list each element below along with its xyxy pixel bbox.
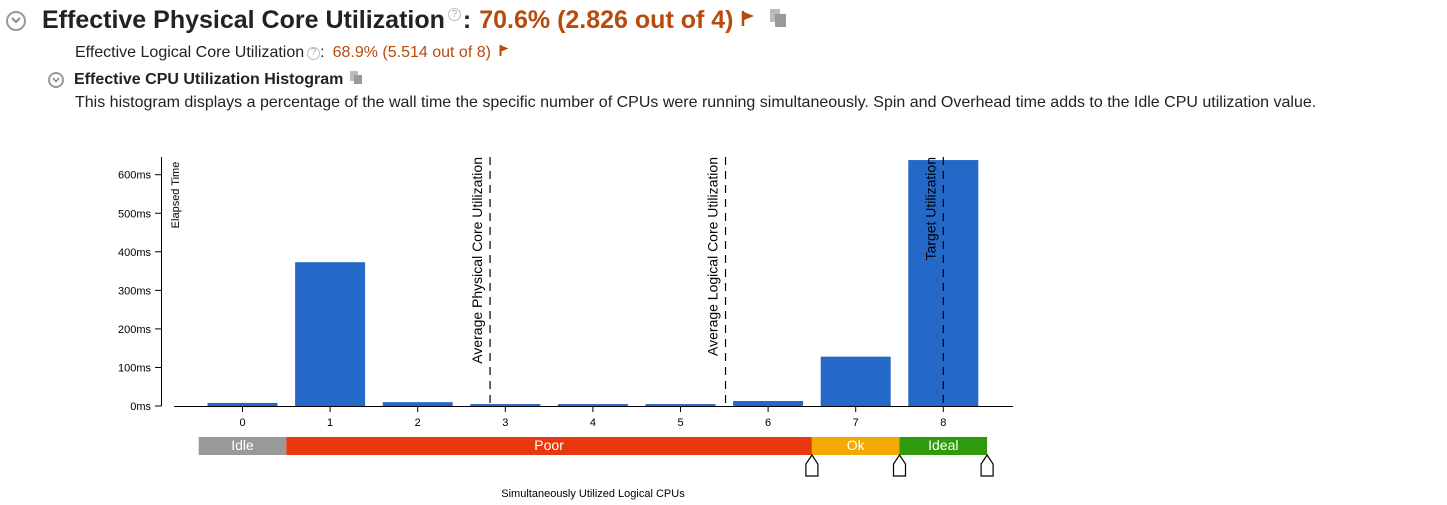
x-tick-label: 6 (765, 417, 771, 429)
band-label: Idle (231, 437, 254, 453)
x-tick-label: 4 (590, 417, 596, 429)
title-colon: : (462, 6, 472, 34)
histogram-header: Effective CPU Utilization Histogram (48, 70, 363, 90)
bar-0 (207, 402, 278, 406)
band-idle (198, 437, 287, 455)
copy-icon[interactable] (769, 8, 787, 33)
x-tick-label: 3 (502, 417, 508, 429)
physical-utilization-value: 70.6% (2.826 out of 4) (479, 6, 734, 34)
y-tick-label: 300ms (118, 285, 152, 297)
flag-icon (499, 44, 509, 62)
logical-utilization-label: Effective Logical Core Utilization (75, 44, 305, 61)
bar-7 (820, 356, 891, 406)
band-label: Ideal (928, 437, 958, 453)
x-tick-label: 2 (415, 417, 421, 429)
x-tick-label: 5 (677, 417, 683, 429)
y-tick-label: 600ms (118, 170, 152, 182)
marker-label-0: Average Physical Core Utilization (469, 157, 485, 364)
band-label: Ok (847, 437, 866, 453)
marker-label-1: Average Logical Core Utilization (705, 157, 721, 356)
logical-core-line: Effective Logical Core Utilization ? : 6… (75, 44, 509, 62)
histogram-title: Effective CPU Utilization Histogram (74, 71, 344, 88)
copy-icon[interactable] (349, 70, 363, 90)
bar-5 (645, 404, 716, 406)
y-tick-label: 200ms (118, 324, 152, 336)
page-title: Effective Physical Core Utilization (42, 6, 445, 34)
band-ideal (899, 437, 988, 455)
bar-1 (295, 262, 366, 406)
threshold-handle-1[interactable] (892, 453, 907, 477)
logical-utilization-value: 68.9% (5.514 out of 8) (332, 44, 491, 61)
bar-3 (470, 404, 541, 406)
bar-6 (733, 400, 804, 406)
flag-icon (741, 10, 755, 32)
bar-4 (557, 404, 628, 406)
threshold-handle-0[interactable] (805, 453, 819, 477)
logical-colon: : (320, 44, 325, 61)
y-axis-title: Elapsed Time (170, 162, 182, 229)
y-tick-label: 400ms (118, 247, 152, 259)
threshold-handle-2[interactable] (980, 453, 994, 477)
y-tick-label: 500ms (118, 208, 152, 220)
x-tick-label: 1 (327, 417, 333, 429)
x-axis-title: Simultaneously Utilized Logical CPUs (501, 488, 685, 500)
band-ok (811, 437, 900, 455)
collapse-toggle-icon[interactable] (6, 10, 26, 31)
help-icon[interactable]: ? (447, 8, 461, 21)
marker-label-2: Target Utilization (922, 157, 938, 261)
band-poor (286, 437, 812, 455)
histogram-description: This histogram displays a percentage of … (75, 94, 1317, 111)
band-label: Poor (534, 437, 564, 453)
y-tick-label: 100ms (118, 362, 152, 374)
collapse-toggle-icon[interactable] (48, 72, 64, 88)
bar-2 (382, 402, 453, 406)
physical-core-header: Effective Physical Core Utilization ? : … (6, 6, 787, 35)
help-icon[interactable]: ? (307, 46, 321, 60)
x-tick-label: 8 (940, 417, 946, 429)
x-tick-label: 0 (239, 417, 245, 429)
x-tick-label: 7 (853, 417, 859, 429)
y-tick-label: 0ms (130, 401, 151, 413)
